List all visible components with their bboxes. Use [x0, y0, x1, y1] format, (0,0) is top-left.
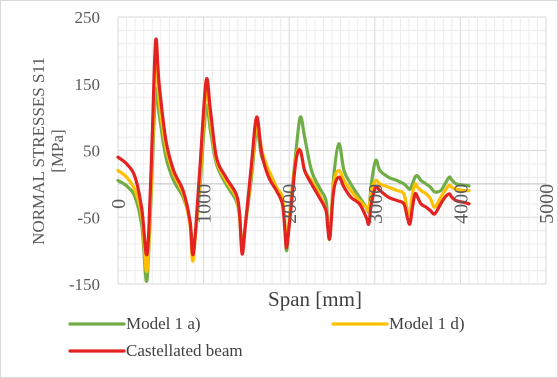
y-tick-label: 150 — [75, 75, 101, 94]
x-tick-label: 3000 — [365, 184, 387, 224]
y-axis-label-line-1: NORMAL STRESSES S11 — [29, 57, 48, 245]
y-axis-label-line-2: [MPa] — [48, 129, 67, 172]
y-tick-label: -50 — [77, 208, 100, 227]
legend-label: Castellated beam — [126, 341, 243, 360]
series-line-3 — [116, 37, 471, 257]
y-tick-label: 250 — [75, 8, 101, 27]
y-tick-label: -150 — [69, 275, 100, 294]
x-axis-label: Span [mm] — [268, 287, 362, 311]
y-tick-label: 50 — [83, 142, 100, 161]
x-tick-label: 1000 — [194, 184, 216, 224]
x-tick-label: 4000 — [450, 184, 472, 224]
x-tick-label: 0 — [108, 199, 130, 209]
x-tick-label: 5000 — [536, 184, 558, 224]
series-lines — [116, 37, 471, 283]
x-tick-label: 2000 — [279, 184, 301, 224]
legend-label: Model 1 a) — [126, 314, 201, 333]
legend: Model 1 a) Model 1 d) Castellated beam — [68, 314, 465, 360]
y-tick-labels: -150 -50 50 150 250 — [69, 8, 100, 294]
x-tick-labels: 0 1000 2000 3000 4000 5000 — [108, 184, 558, 224]
legend-label: Model 1 d) — [389, 314, 465, 333]
plot-grid — [117, 16, 547, 285]
